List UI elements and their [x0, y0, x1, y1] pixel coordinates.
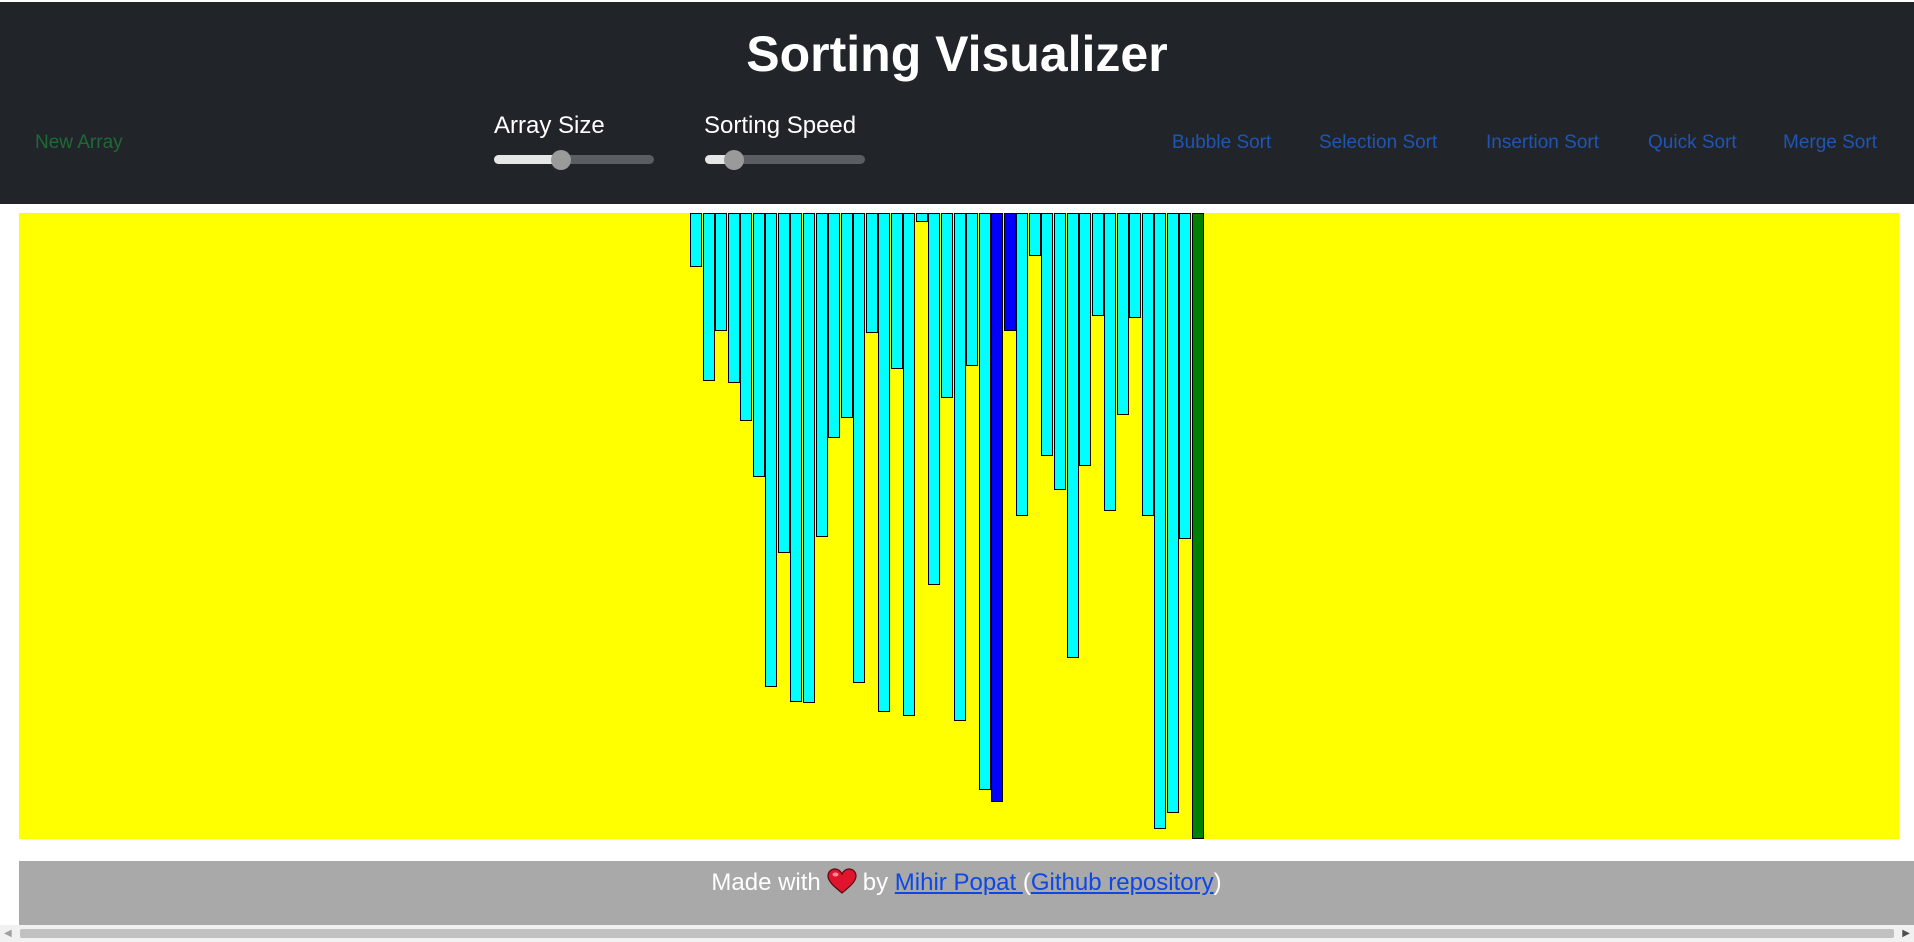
array-bar [802, 213, 815, 704]
quick-sort-button[interactable]: Quick Sort [1648, 132, 1737, 153]
footer-by: by [862, 869, 889, 896]
array-bar [1192, 213, 1204, 839]
array-bar [865, 213, 878, 334]
array-bar [928, 213, 941, 586]
footer-paren-close: ) [1213, 869, 1222, 896]
scrollbar-thumb[interactable] [20, 929, 1894, 938]
array-bar [915, 213, 928, 222]
array-size-slider[interactable] [494, 150, 654, 170]
array-bar [903, 213, 916, 717]
array-bar [828, 213, 841, 438]
scroll-left-arrow-icon[interactable]: ◀ [4, 928, 12, 939]
array-bar [953, 213, 966, 722]
array-bar [765, 213, 778, 687]
array-bar [1066, 213, 1079, 659]
array-bar [840, 213, 853, 418]
app-header: Sorting Visualizer New Array Array Size … [0, 2, 1914, 204]
slider-track [494, 155, 654, 164]
array-bar [966, 213, 979, 366]
array-bar [1079, 213, 1092, 466]
array-bar [1041, 213, 1054, 456]
heart-icon [827, 868, 857, 894]
array-bar [978, 213, 991, 790]
array-bar [991, 213, 1004, 803]
author-link[interactable]: Mihir Popat [894, 869, 1023, 896]
array-bar [702, 213, 715, 381]
array-bar [1104, 213, 1117, 511]
footer: Made with by Mihir Popat (Github reposito… [19, 861, 1914, 925]
array-bar [1016, 213, 1029, 516]
footer-paren-open: ( [1022, 869, 1031, 896]
array-visualization [19, 213, 1899, 839]
selection-sort-button[interactable]: Selection Sort [1319, 132, 1438, 153]
array-bar [1129, 213, 1142, 319]
array-bar [715, 213, 728, 332]
array-bar [890, 213, 903, 369]
array-bar [1116, 213, 1129, 415]
array-bar [941, 213, 953, 398]
scroll-right-arrow-icon[interactable]: ▶ [1902, 928, 1910, 939]
horizontal-scrollbar[interactable]: ◀ ▶ [0, 925, 1914, 942]
sorting-speed-label: Sorting Speed [704, 112, 857, 139]
array-bar [1028, 213, 1041, 256]
array-bar [1154, 213, 1167, 829]
new-array-button[interactable]: New Array [35, 132, 123, 153]
slider-track [705, 155, 865, 164]
array-bar [777, 213, 790, 553]
slider-thumb[interactable] [723, 150, 744, 170]
array-bar [690, 213, 702, 267]
array-bar [853, 213, 866, 684]
array-bar [752, 213, 765, 478]
footer-made-with: Made with [711, 869, 821, 896]
array-bar [740, 213, 753, 421]
sorting-speed-slider[interactable] [705, 150, 865, 170]
bubble-sort-button[interactable]: Bubble Sort [1172, 132, 1272, 153]
github-repository-link[interactable]: Github repository [1030, 869, 1214, 896]
array-bar [790, 213, 803, 702]
slider-fill [705, 155, 734, 164]
insertion-sort-button[interactable]: Insertion Sort [1486, 132, 1599, 153]
array-bar [1091, 213, 1104, 316]
merge-sort-button[interactable]: Merge Sort [1783, 132, 1877, 153]
array-bar [815, 213, 828, 538]
array-bar [1141, 213, 1154, 516]
footer-text: Made with by Mihir Popat (Github reposito… [19, 867, 1914, 899]
slider-fill [494, 155, 562, 164]
array-bar [727, 213, 740, 384]
array-size-label: Array Size [494, 112, 605, 139]
slider-thumb[interactable] [551, 150, 572, 170]
page-title: Sorting Visualizer [746, 26, 1168, 82]
array-bar [878, 213, 891, 712]
array-bar [1003, 213, 1016, 332]
array-bar [1179, 213, 1192, 539]
array-bar [1166, 213, 1179, 813]
array-bar [1053, 213, 1066, 491]
